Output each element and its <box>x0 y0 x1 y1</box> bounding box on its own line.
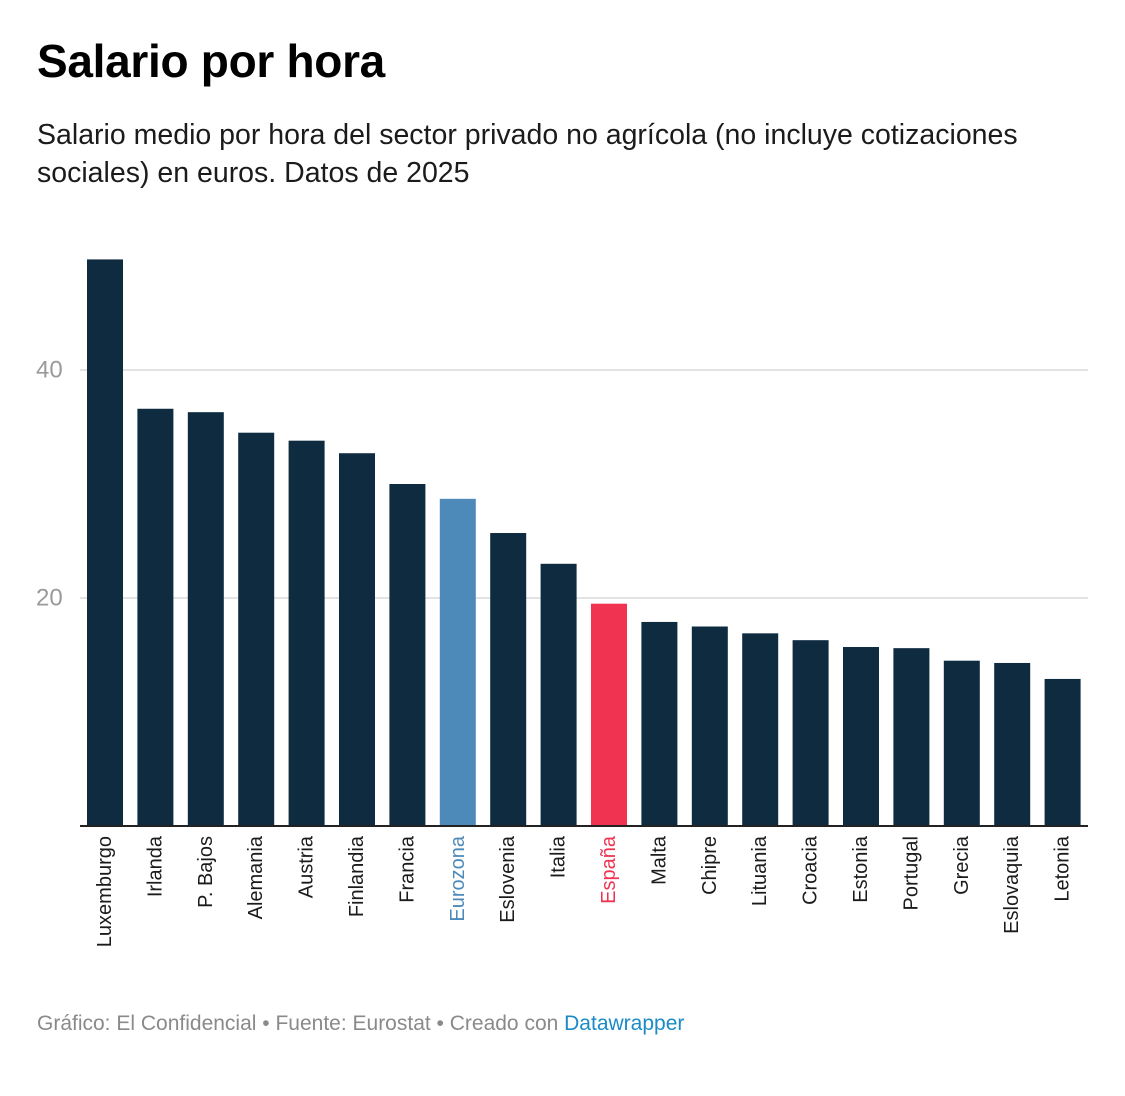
y-tick-label-20: 20 <box>36 584 63 611</box>
footer-credit: Gráfico: El Confidencial • Fuente: Euros… <box>37 1012 565 1035</box>
x-tick-label-p-bajos: P. Bajos <box>195 836 217 908</box>
y-tick-label-40: 40 <box>36 356 63 383</box>
bar-finlandia <box>339 453 375 826</box>
chart-title: Salario por hora <box>37 35 385 87</box>
x-tick-label-portugal: Portugal <box>900 836 922 911</box>
bar-chart: 20 40 Luxemburgo Irlanda P. Bajos Alemania Au… <box>36 259 1088 947</box>
datawrapper-link[interactable]: Datawrapper <box>564 1012 685 1035</box>
bar-irlanda <box>137 408 174 826</box>
bar-estonia <box>843 647 879 826</box>
bar-portugal <box>893 648 930 826</box>
x-tick-label-eurozona: Eurozona <box>447 835 469 921</box>
bar-eslovenia <box>490 533 527 826</box>
x-tick-label-grecia: Grecia <box>951 835 973 895</box>
x-tick-label-finlandia: Finlandia <box>346 835 368 917</box>
bar-francia <box>389 484 426 826</box>
bar-espana <box>591 603 627 826</box>
x-tick-label-francia: Francia <box>396 835 418 903</box>
bar-austria <box>288 440 325 826</box>
bar-letonia <box>1044 678 1081 826</box>
x-tick-label-lituania: Lituania <box>749 835 771 906</box>
x-tick-label-estonia: Estonia <box>850 835 872 903</box>
bar-chipre <box>691 626 728 826</box>
x-tick-label-alemania: Alemania <box>245 835 267 919</box>
bar-eslovaquia <box>994 662 1031 826</box>
bars <box>87 259 1081 826</box>
x-tick-label-chipre: Chipre <box>699 836 721 895</box>
x-tick-label-italia: Italia <box>548 835 570 878</box>
bar-alemania <box>238 432 275 826</box>
bar-croacia <box>792 640 829 826</box>
x-tick-label-luxemburgo: Luxemburgo <box>94 836 116 947</box>
x-tick-label-letonia: Letonia <box>1052 835 1074 901</box>
x-tick-label-malta: Malta <box>648 835 670 885</box>
x-tick-label-austria: Austria <box>296 835 318 898</box>
category-labels: Luxemburgo Irlanda P. Bajos Alemania Austria… <box>94 835 1074 947</box>
bar-p-bajos <box>187 412 224 826</box>
bar-grecia <box>943 660 980 826</box>
x-tick-label-espana: España <box>598 835 620 904</box>
chart-subtitle: Salario medio por hora del sector privad… <box>37 119 1018 189</box>
bar-italia <box>540 563 577 826</box>
bar-luxemburgo <box>87 259 123 826</box>
bar-malta <box>641 621 678 826</box>
bar-lituania <box>742 633 779 826</box>
bar-eurozona <box>439 498 476 826</box>
x-tick-label-irlanda: Irlanda <box>144 835 166 897</box>
x-tick-label-eslovenia: Eslovenia <box>497 835 519 923</box>
chart-footer: Gráfico: El Confidencial • Fuente: Euros… <box>37 1012 684 1036</box>
x-tick-label-eslovaquia: Eslovaquia <box>1001 835 1023 934</box>
x-tick-label-croacia: Croacia <box>800 835 822 905</box>
